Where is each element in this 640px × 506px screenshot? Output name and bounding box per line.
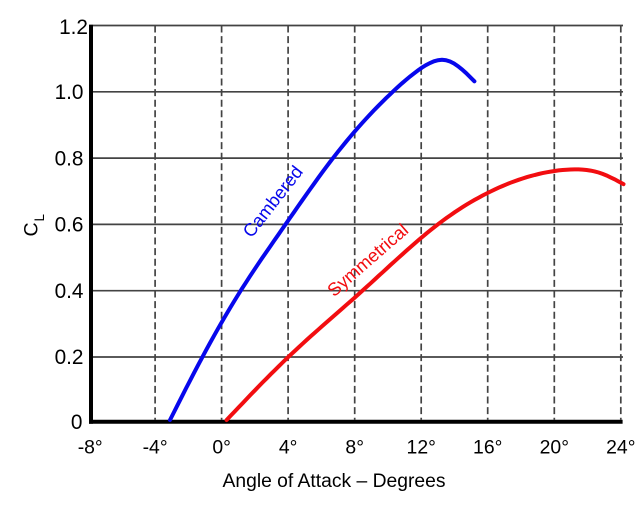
svg-text:0°: 0° — [212, 437, 231, 459]
svg-text:20°: 20° — [540, 437, 569, 459]
svg-text:1.0: 1.0 — [55, 81, 84, 104]
svg-text:12°: 12° — [407, 437, 436, 459]
svg-text:0.2: 0.2 — [55, 346, 84, 369]
svg-text:C: C — [21, 222, 43, 236]
svg-text:-8°: -8° — [78, 437, 103, 459]
svg-text:0.8: 0.8 — [55, 147, 84, 170]
svg-text:0.6: 0.6 — [55, 214, 84, 237]
svg-text:0.4: 0.4 — [55, 280, 84, 303]
svg-text:8°: 8° — [345, 437, 364, 459]
svg-text:Angle of Attack – Degrees: Angle of Attack – Degrees — [223, 471, 446, 492]
svg-text:0: 0 — [71, 411, 83, 434]
svg-text:L: L — [32, 214, 47, 222]
svg-text:16°: 16° — [473, 437, 502, 459]
svg-text:4°: 4° — [279, 437, 298, 459]
svg-text:1.2: 1.2 — [59, 16, 88, 39]
svg-text:24°: 24° — [606, 437, 635, 459]
svg-text:-4°: -4° — [143, 437, 168, 459]
